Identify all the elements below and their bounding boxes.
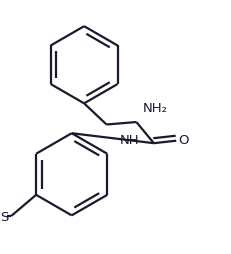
- Text: O: O: [179, 134, 189, 147]
- Text: NH₂: NH₂: [143, 102, 168, 115]
- Text: NH: NH: [120, 134, 140, 147]
- Text: S: S: [0, 211, 9, 224]
